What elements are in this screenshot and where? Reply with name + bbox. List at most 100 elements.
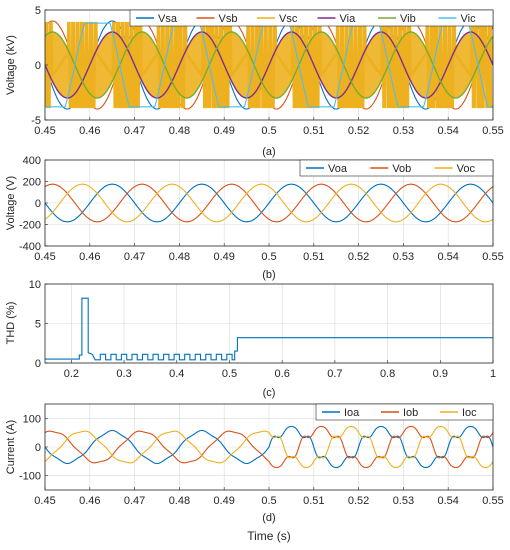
panel-d-xtick-label: 0.52	[348, 495, 369, 507]
panel-c-xtick-label: 0.4	[169, 368, 184, 380]
panel-a-xtick-label: 0.54	[437, 125, 458, 137]
panel-b-plot	[45, 183, 493, 223]
panel-d-xlabel: Time (s)	[247, 529, 291, 543]
panel-d-caption: (d)	[262, 512, 275, 524]
panel-b-ytick-label: 200	[23, 177, 41, 189]
panel-a-ticks: 0.45 0.46 0.47 0.48 0.49 0.5 0.51 0.52 0.53 0.54 0…	[31, 5, 503, 137]
panel-a-legend-box	[129, 9, 494, 27]
panel-c-ytick-label: 10	[29, 279, 41, 291]
series-line-voc	[45, 183, 493, 223]
panel-c-xtick-label: 0.8	[380, 368, 395, 380]
panel-d-xtick-label: 0.46	[79, 495, 100, 507]
series-line-iob	[45, 425, 493, 469]
panel-b-xtick-label: 0.5	[261, 251, 276, 263]
series-line-ioa	[45, 425, 493, 469]
panel-b-ytick-label: -400	[19, 241, 41, 253]
panel-c-xtick-label: 0.3	[116, 368, 131, 380]
panel-c-xtick-label: 0.5	[222, 368, 237, 380]
legend-label-voa: Voa	[328, 163, 348, 175]
panel-a-xtick-label: 0.55	[482, 125, 503, 137]
panel-b: 0.45 0.46 0.47 0.48 0.49 0.5 0.51 0.52 0.53 0.54 0…	[5, 155, 504, 281]
panel-d-xtick-label: 0.47	[124, 495, 145, 507]
panel-d-ticks: 0.45 0.46 0.47 0.48 0.49 0.5 0.51 0.52 0.53 0.54 0…	[19, 413, 504, 507]
panel-c-grid	[45, 283, 494, 364]
panel-a-ytick-label: 5	[35, 5, 41, 17]
panel-d-xtick-label: 0.51	[303, 495, 324, 507]
panel-c-caption: (c)	[263, 387, 276, 399]
panel-a-xtick-label: 0.49	[213, 125, 234, 137]
panel-c-xtick-label: 0.9	[433, 368, 448, 380]
series-line-vob	[45, 183, 493, 223]
panel-a-xtick-label: 0.52	[348, 125, 369, 137]
panel-a-ytick-label: 0	[35, 60, 41, 72]
series-line-via	[45, 31, 493, 99]
panel-b-xtick-label: 0.49	[213, 251, 234, 263]
legend-label-vsb: Vsb	[219, 13, 238, 25]
legend-label-ioa: Ioa	[344, 407, 360, 419]
panel-d-ylabel: Current (A)	[5, 420, 17, 474]
panel-d-xtick-label: 0.5	[261, 495, 276, 507]
panel-b-xtick-label: 0.47	[124, 251, 145, 263]
panel-a-ytick-label: -5	[31, 115, 41, 127]
panel-d-xtick-label: 0.45	[34, 495, 55, 507]
panel-c-xtick-label: 1	[490, 368, 496, 380]
legend-label-voc: Voc	[457, 163, 476, 175]
panel-a-caption: (a)	[262, 146, 275, 158]
panel-b-xtick-label: 0.54	[437, 251, 458, 263]
panel-b-ylabel: Voltage (V)	[5, 176, 17, 230]
panel-d-xtick-label: 0.54	[437, 495, 458, 507]
legend-label-vsc: Vsc	[279, 13, 298, 25]
panel-c-ytick-label: 5	[35, 319, 41, 331]
panel-a-xtick-label: 0.48	[169, 125, 190, 137]
panel-c-ytick-label: 0	[35, 358, 41, 370]
panel-c-plot	[45, 297, 493, 361]
panel-d-legend: Ioa Iob Ioc	[315, 403, 494, 421]
panel-b-ticks: 0.45 0.46 0.47 0.48 0.49 0.5 0.51 0.52 0.53 0.54 0…	[19, 155, 504, 263]
series-line-vsc	[45, 21, 493, 109]
panel-b-legend-box	[299, 159, 494, 177]
series-line-thd	[45, 297, 493, 361]
panel-b-ytick-label: -200	[19, 220, 41, 232]
panel-c-ylabel: THD (%)	[5, 302, 17, 345]
panel-b-xtick-label: 0.51	[303, 251, 324, 263]
panel-d-plot	[45, 425, 493, 469]
legend-label-vob: Vob	[392, 163, 411, 175]
legend-label-via: Via	[340, 13, 357, 25]
panel-c-xtick-label: 0.7	[327, 368, 342, 380]
panel-b-xtick-label: 0.48	[169, 251, 190, 263]
panel-b-xtick-label: 0.45	[34, 251, 55, 263]
panel-b-ytick-label: 400	[23, 155, 41, 167]
panel-a-plot	[45, 20, 493, 110]
panel-d-ytick-label: -100	[19, 471, 41, 483]
panel-b-xtick-label: 0.52	[348, 251, 369, 263]
panel-b-legend: Voa Vob Voc	[299, 159, 494, 177]
legend-label-vsa: Vsa	[158, 13, 178, 25]
series-line-ioc	[45, 425, 493, 469]
panel-a-xtick-label: 0.46	[79, 125, 100, 137]
series-line-voa	[45, 183, 493, 223]
panel-b-xtick-label: 0.46	[79, 251, 100, 263]
panel-a: 0.45 0.46 0.47 0.48 0.49 0.5 0.51 0.52 0.53 0.54 0…	[5, 5, 504, 158]
panel-a-xtick-label: 0.53	[393, 125, 414, 137]
panel-d-legend-box	[315, 403, 494, 421]
panel-d-ytick-label: 0	[35, 442, 41, 454]
panel-c-xtick-label: 0.6	[275, 368, 290, 380]
panel-a-legend: Vsa Vsb Vsc Via Vib Vic	[129, 9, 494, 27]
legend-label-iob: Iob	[403, 407, 418, 419]
panel-b-caption: (b)	[262, 269, 275, 281]
panel-a-ylabel: Voltage (kV)	[5, 35, 17, 95]
panel-c-xtick-label: 0.2	[64, 368, 79, 380]
panel-b-xtick-label: 0.55	[482, 251, 503, 263]
panel-a-xtick-label: 0.47	[124, 125, 145, 137]
panel-d-xtick-label: 0.55	[482, 495, 503, 507]
panel-d-xtick-label: 0.53	[393, 495, 414, 507]
panel-a-xtick-label: 0.45	[34, 125, 55, 137]
panel-d-ytick-label: 100	[23, 413, 41, 425]
panel-b-xtick-label: 0.53	[393, 251, 414, 263]
panel-d-xtick-label: 0.48	[169, 495, 190, 507]
panel-d: 0.45 0.46 0.47 0.48 0.49 0.5 0.51 0.52 0.53 0.54 0…	[5, 403, 504, 543]
legend-label-ioc: Ioc	[462, 407, 477, 419]
